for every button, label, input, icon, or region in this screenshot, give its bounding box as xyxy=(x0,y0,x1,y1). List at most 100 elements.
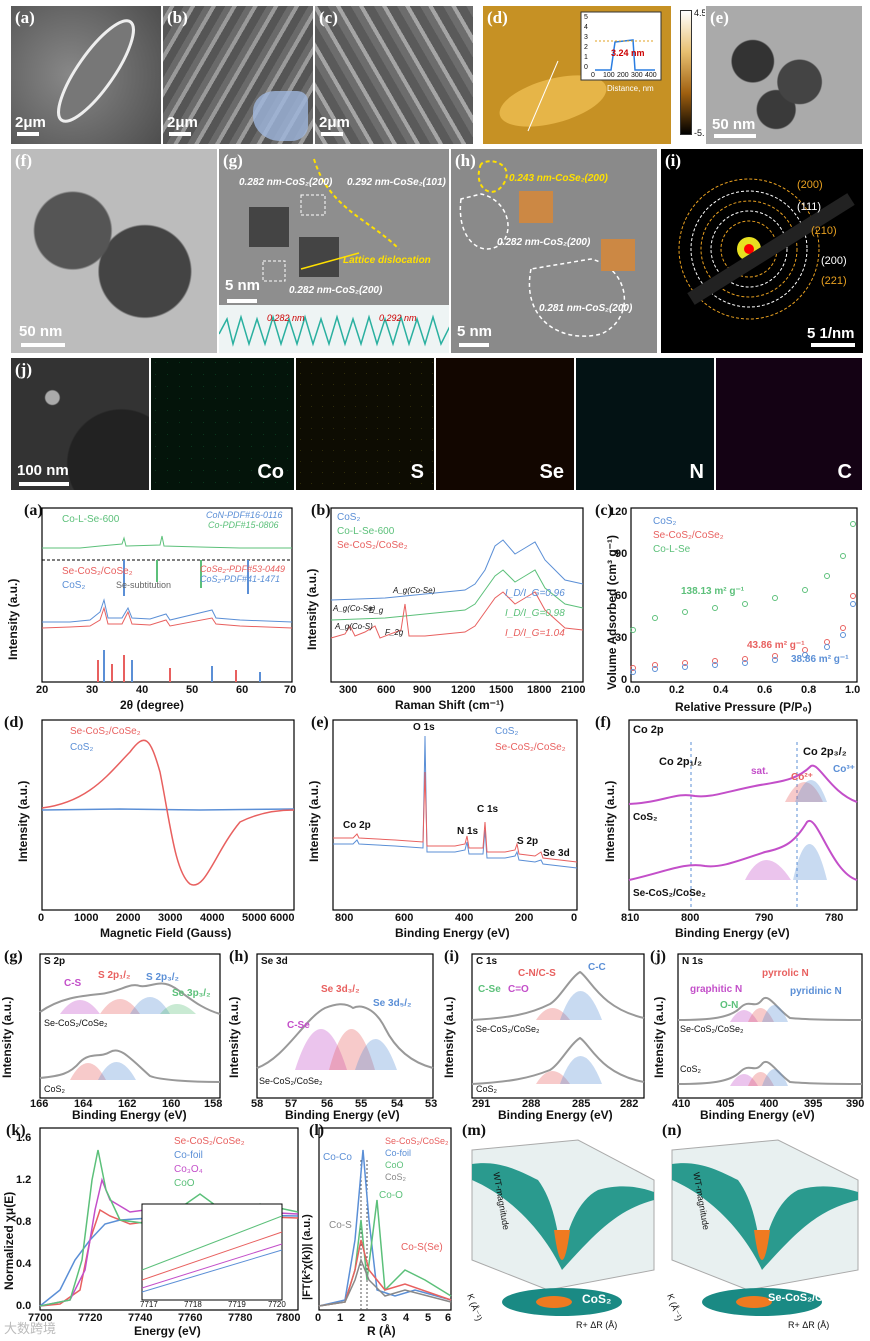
lattice-annotation: 0.243 nm-CoSe₂(200) xyxy=(509,173,608,184)
tick: 158 xyxy=(204,1098,223,1110)
saed-panel-i: (i) (200) (111) (210) (200) (221) 5 1/nm xyxy=(660,148,864,354)
tick: 405 xyxy=(716,1098,735,1110)
exafs-axes xyxy=(318,1127,452,1311)
panel-label: (j) xyxy=(650,948,666,965)
legend-entry: CoO xyxy=(174,1178,195,1189)
spectrum-title: N 1s xyxy=(682,956,704,967)
wavelet-surface xyxy=(671,1139,859,1316)
tick: 7717 xyxy=(140,1300,158,1309)
afm-panel-d: (d) 3.24 nm Distance, nm Height, nm 0 10… xyxy=(482,5,672,145)
sample-label: CoS₂ xyxy=(582,1292,612,1306)
eds-map-n: N xyxy=(575,357,715,491)
peak-label: Co³⁺ xyxy=(833,764,855,775)
panel-label: (d) xyxy=(487,8,508,27)
tick: 53 xyxy=(425,1098,438,1110)
tick: 410 xyxy=(672,1098,691,1110)
tem-panel-e: (e) 50 nm xyxy=(705,5,863,145)
legend-entry: Co-L-Se-600 xyxy=(337,526,395,537)
peak-label: Se 3d xyxy=(543,848,570,859)
tick: 6000 xyxy=(270,912,295,924)
bet-chart: (c) Volume Adsorbed (cm³ g⁻¹) Relative P… xyxy=(595,500,870,715)
y-axis-label: Intensity (a.u.) xyxy=(227,996,241,1078)
tick: 7718 xyxy=(184,1300,202,1309)
legend-entry: Se-CoS₂/CoSe₂ xyxy=(62,566,133,577)
tick: 800 xyxy=(335,912,354,924)
peak-label: C-Se xyxy=(478,984,501,995)
y-axis-label: Intensity (a.u.) xyxy=(307,780,321,862)
xps-n1s-chart: (j) Intensity (a.u.) Binding Energy (eV)… xyxy=(650,948,870,1123)
tick: 56 xyxy=(321,1098,334,1110)
tick: 54 xyxy=(391,1098,404,1110)
surface-area: 138.13 m² g⁻¹ xyxy=(681,586,745,597)
tick: 1 xyxy=(337,1312,344,1324)
scale-bar-label: 50 nm xyxy=(19,323,63,340)
panel-label: (f) xyxy=(595,714,611,731)
fit-co2p-bottom xyxy=(628,819,858,881)
profile-spacing: 0.292 nm xyxy=(379,313,417,323)
tick: 1500 xyxy=(489,684,514,696)
isotherm-se-cos2 xyxy=(630,593,856,671)
raman-chart: (b) Intensity (a.u.) Raman Shift (cm⁻¹) … xyxy=(305,500,590,715)
panel-label: (j) xyxy=(15,360,32,379)
x-axis-label: Binding Energy (eV) xyxy=(285,1108,400,1122)
peak-label: C-Se xyxy=(287,1020,310,1031)
peak-label: Se 3p₃/₂ xyxy=(172,988,211,999)
scale-bar-label: 2μm xyxy=(167,114,198,131)
peak-label: Co²⁺ xyxy=(791,772,813,783)
tick: 55 xyxy=(355,1098,368,1110)
raman-curve-cos2 xyxy=(330,539,584,601)
peak-label: Co-S xyxy=(329,1220,352,1231)
panel-label: (h) xyxy=(455,151,476,170)
peak-label: C 1s xyxy=(477,804,499,815)
element-label: S xyxy=(410,461,424,483)
tick: 1800 xyxy=(527,684,552,696)
survey-axes xyxy=(332,719,578,911)
tick: 57 xyxy=(285,1098,298,1110)
tick: 1 xyxy=(584,54,588,61)
wavelet-plot-n: (n) Se-CoS₂/CoSe₂ WT-magnitude K (Å⁻¹) R… xyxy=(658,1120,870,1335)
tick: 285 xyxy=(572,1098,591,1110)
peak-label: S 2p₃/₂ xyxy=(146,972,179,983)
lattice-annotation: 0.292 nm-CoSe₂(101) xyxy=(347,177,446,188)
tick: 6 xyxy=(445,1312,452,1324)
scale-bar-label: 2μm xyxy=(319,114,350,131)
tick: 780 xyxy=(825,912,844,924)
tick: 7740 xyxy=(128,1312,153,1324)
sample-label: Se-CoS₂/CoSe₂ xyxy=(259,1076,323,1086)
tick: 160 xyxy=(162,1098,181,1110)
xrd-curve-cos2 xyxy=(42,598,293,623)
isotherm-cos2 xyxy=(630,601,856,675)
tick: 0.2 xyxy=(669,684,685,696)
tick: 7719 xyxy=(228,1300,246,1309)
spectrum-title: S 2p xyxy=(44,956,66,967)
tick: 400 xyxy=(760,1098,779,1110)
fit-n1s-top xyxy=(677,997,863,1021)
tick: 3 xyxy=(584,34,588,41)
tick: 810 xyxy=(621,912,640,924)
y-axis-label: |FT(k²χ(k))| (a.u.) xyxy=(301,1214,313,1300)
tick: 2000 xyxy=(116,912,141,924)
se3d-axes xyxy=(256,953,434,1099)
afm-colorbar xyxy=(680,10,692,135)
tick: 4 xyxy=(403,1312,410,1324)
lattice-annotation: 0.281 nm-CoS₂(200) xyxy=(539,303,633,314)
ring-label: (111) xyxy=(797,201,822,213)
x-axis-label: Binding Energy (eV) xyxy=(395,926,510,940)
y-axis-label: Intensity (a.u.) xyxy=(16,780,30,862)
fit-s2p-top xyxy=(39,982,221,1015)
panel-label: (e) xyxy=(710,8,729,27)
peak-label: Co-Co xyxy=(323,1152,352,1163)
legend-entry: Se-CoS₂/CoSe₂ xyxy=(337,540,408,551)
y-axis-label: Intensity (a.u.) xyxy=(0,996,14,1078)
tick: 0 xyxy=(591,72,595,79)
eds-map-co: Co xyxy=(150,357,295,491)
tick: 40 xyxy=(136,684,149,696)
legend-entry: Co₃O₄ xyxy=(174,1164,203,1175)
raman-curve-se-cos2 xyxy=(330,591,584,639)
tick: 4000 xyxy=(200,912,225,924)
tick: 90 xyxy=(615,548,628,560)
tick: 7760 xyxy=(178,1312,203,1324)
panel-label: (b) xyxy=(311,502,331,519)
r-axis-label: R+ ΔR (Å) xyxy=(576,1320,618,1330)
tick: 0 xyxy=(584,64,588,71)
